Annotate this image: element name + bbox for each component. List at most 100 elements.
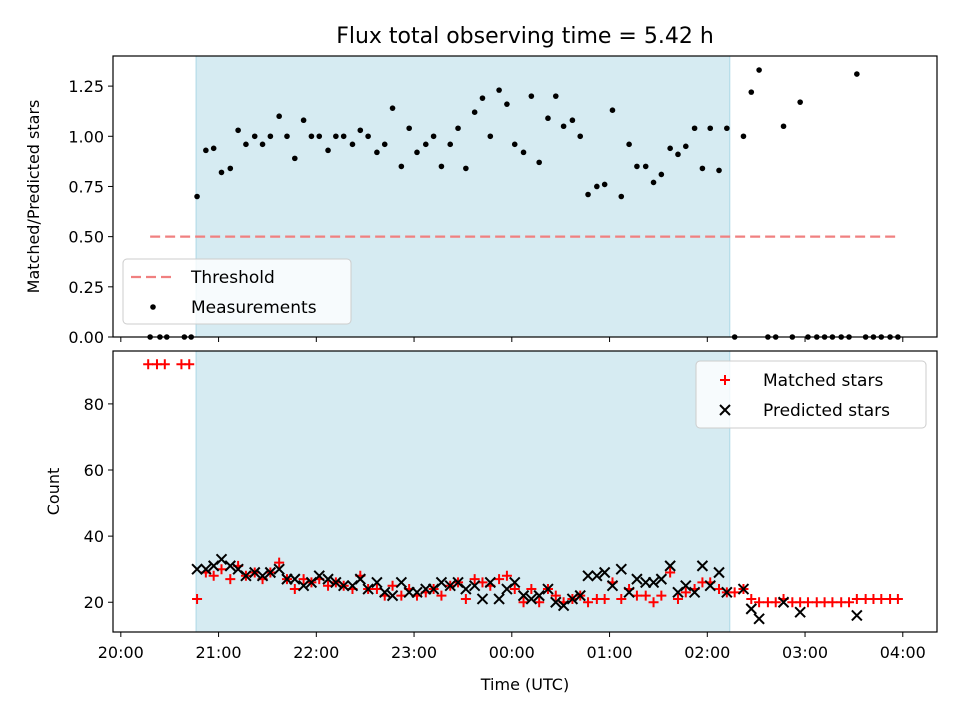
measurement-point [552, 93, 559, 99]
measurement-point [374, 149, 380, 156]
predicted-star-point [264, 566, 277, 579]
measurement-point [447, 141, 454, 148]
legend-measurements-label: Measurements [191, 298, 317, 318]
x-axis-label: Time (UTC) [480, 675, 569, 694]
legend-matched-label: Matched stars [763, 371, 883, 391]
predicted-star-point [615, 563, 627, 575]
predicted-star-point [215, 553, 228, 565]
matched-star-point [729, 587, 740, 598]
predicted-star-point [330, 576, 342, 589]
predicted-star-point [566, 593, 579, 605]
predicted-star-point [557, 599, 570, 612]
measurement-point [455, 125, 461, 132]
predicted-star-point [371, 576, 383, 589]
y-tick-label: 0.00 [68, 328, 104, 347]
legend-predicted-swatch [719, 404, 731, 416]
predicted-star-point [395, 576, 408, 589]
measurement-point [511, 141, 518, 148]
measurement-point [748, 89, 755, 95]
predicted-star-point [224, 560, 237, 572]
y-tick-label: 0.50 [68, 228, 104, 247]
bottom-axes-frame [112, 350, 938, 633]
predicted-star-point [322, 573, 334, 585]
matched-star-point [770, 597, 781, 608]
x-tick-label: 23:00 [391, 643, 437, 662]
predicted-star-point [256, 570, 269, 582]
y-tick-label: 60 [84, 461, 104, 480]
measurement-point [284, 133, 290, 140]
matched-star-point [550, 590, 561, 601]
measurement-point [398, 163, 405, 170]
predicted-star-point [713, 566, 725, 579]
predicted-star-point [509, 576, 521, 589]
measurement-point [227, 165, 234, 172]
predicted-star-point [777, 596, 790, 608]
predicted-star-point [249, 566, 261, 579]
measurement-point [210, 145, 217, 152]
matched-star-point [665, 567, 676, 578]
measurement-point [381, 141, 388, 148]
measurement-point [422, 141, 429, 148]
legend-predicted-label: Predicted stars [763, 401, 890, 421]
predicted-star-point [484, 576, 497, 589]
predicted-star-point [655, 573, 668, 585]
measurement-point [406, 125, 412, 132]
measurement-point [650, 179, 657, 186]
count-panel: 20 40 60 80 20:00 21:00 22:00 23:00 00:00 01:00 02… [44, 350, 938, 694]
measurement-point [194, 193, 200, 200]
predicted-star-point [598, 566, 611, 579]
legend-matched-swatch [720, 375, 730, 385]
matched-star-point [509, 584, 520, 595]
matched-star-point [802, 597, 813, 608]
predicted-star-point [386, 589, 399, 602]
y-tick-label: 1.25 [68, 77, 104, 96]
matched-star-point [184, 359, 195, 370]
y-tick-label: 80 [84, 395, 104, 414]
matched-star-point [876, 593, 887, 604]
predicted-star-point [851, 609, 863, 622]
legend: Matched stars Predicted stars [695, 360, 927, 429]
measurement-point [267, 133, 274, 140]
measurement-point [658, 171, 665, 178]
predicted-star-point [337, 580, 350, 592]
measurement-point [634, 163, 640, 170]
y-tick-label: 40 [84, 527, 104, 546]
predicted-star-point [647, 576, 660, 589]
measurement-point [487, 133, 494, 140]
measurement-point [300, 117, 307, 124]
measurement-point [340, 133, 347, 140]
measurement-point [536, 159, 542, 166]
matched-star-point [159, 359, 170, 370]
predicted-star-point [493, 593, 505, 605]
measurement-point [609, 107, 616, 113]
predicted-star-point [273, 563, 285, 575]
matched-star-point [640, 590, 651, 601]
legend-measurements-swatch [150, 304, 156, 310]
measurement-point [520, 149, 527, 156]
matched-star-point [208, 570, 219, 581]
measurement-point [601, 181, 608, 188]
y-tick-label: 20 [84, 593, 104, 612]
measurement-point [496, 87, 502, 93]
matched-star-point [274, 557, 285, 568]
matched-star-point [501, 570, 512, 581]
matched-star-point [746, 593, 757, 604]
measurement-point [365, 133, 371, 140]
legend-box [695, 360, 927, 429]
predicted-star-point [517, 589, 530, 602]
matched-star-point [526, 584, 537, 595]
y-axis-label: Matched/Predicted stars [24, 100, 43, 294]
measurement-point [569, 117, 576, 124]
x-tick-label: 02:00 [684, 643, 730, 662]
matched-star-point [494, 574, 505, 585]
predicted-star-point [362, 583, 374, 595]
predicted-star-point [468, 580, 481, 592]
measurement-point [259, 141, 266, 148]
measurement-point [325, 147, 331, 154]
measurement-point [780, 123, 787, 130]
predicted-star-point [313, 570, 325, 582]
x-tick-label: 01:00 [586, 643, 632, 662]
predicted-star-point [631, 573, 643, 585]
measurement-point [528, 93, 535, 99]
